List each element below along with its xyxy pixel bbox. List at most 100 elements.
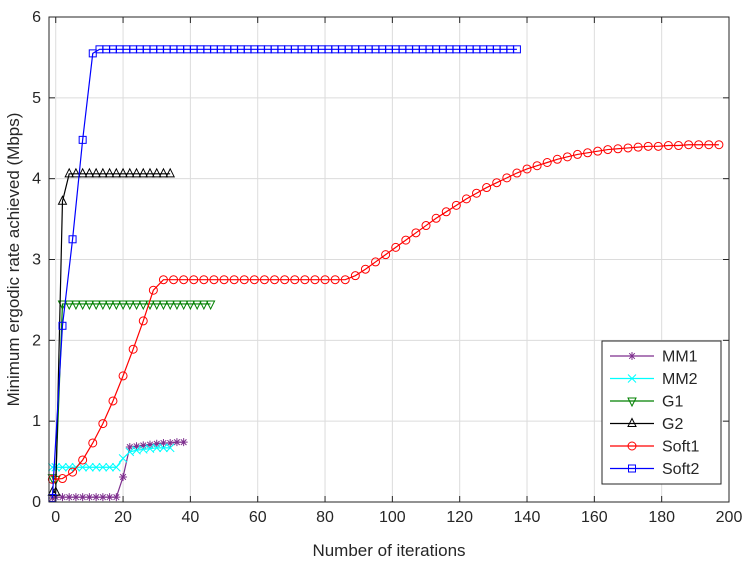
data-point-g1 bbox=[199, 300, 209, 311]
x-tick-label: 160 bbox=[581, 509, 608, 526]
data-point-soft1 bbox=[623, 143, 633, 153]
legend-marker-g1 bbox=[627, 397, 637, 408]
data-point-soft1 bbox=[118, 371, 128, 381]
legend-label-mm2: MM2 bbox=[662, 371, 698, 388]
series-mm1 bbox=[48, 438, 188, 502]
data-point-mm1 bbox=[71, 493, 80, 502]
data-point-mm1 bbox=[58, 493, 67, 502]
legend-box bbox=[601, 340, 722, 485]
data-point-g1 bbox=[151, 300, 162, 311]
data-point-soft1 bbox=[330, 275, 340, 285]
data-point-soft1 bbox=[249, 275, 259, 285]
series-g2 bbox=[47, 167, 175, 496]
data-point-mm2 bbox=[111, 462, 121, 472]
data-point-soft1 bbox=[199, 275, 209, 285]
data-point-soft1 bbox=[583, 148, 593, 158]
data-point-g2 bbox=[64, 167, 75, 178]
data-point-g1 bbox=[138, 300, 149, 311]
data-point-g1 bbox=[118, 300, 128, 311]
data-point-mm1 bbox=[125, 443, 134, 452]
x-tick-label: 80 bbox=[316, 509, 334, 526]
data-point-soft1 bbox=[219, 275, 229, 285]
y-tick-label: 1 bbox=[32, 413, 41, 430]
legend-label-mm1: MM1 bbox=[662, 349, 698, 366]
data-point-soft1 bbox=[441, 207, 451, 217]
data-point-soft1 bbox=[128, 344, 138, 354]
data-point-soft1 bbox=[360, 264, 370, 274]
data-point-soft1 bbox=[512, 168, 522, 178]
data-point-mm1 bbox=[119, 472, 128, 481]
data-point-mm1 bbox=[65, 493, 74, 502]
data-point-soft1 bbox=[290, 275, 300, 285]
data-point-g2 bbox=[98, 167, 108, 178]
data-point-g2 bbox=[91, 167, 101, 178]
axis-ticks: 0 20 40 60 80 100 120 140 160 180 200 0 1 2 3 4 5 6 bbox=[32, 9, 742, 526]
data-point-g2 bbox=[158, 167, 169, 178]
legend-item-soft2: Soft2 bbox=[610, 461, 699, 478]
data-point-soft2 bbox=[88, 49, 97, 58]
x-tick-label: 180 bbox=[648, 509, 675, 526]
data-point-soft2 bbox=[512, 45, 521, 54]
y-tick-label: 6 bbox=[32, 9, 41, 26]
data-point-mm1 bbox=[139, 441, 148, 450]
data-point-soft1 bbox=[108, 396, 118, 406]
series-layer bbox=[47, 45, 724, 502]
x-tick-label: 140 bbox=[514, 509, 541, 526]
data-point-soft1 bbox=[643, 141, 653, 151]
x-tick-label: 20 bbox=[114, 509, 132, 526]
legend-marker-g2 bbox=[627, 417, 637, 427]
data-point-g2 bbox=[138, 167, 149, 178]
series-line-g1 bbox=[52, 303, 211, 481]
data-point-soft1 bbox=[663, 141, 673, 151]
data-point-soft1 bbox=[653, 141, 663, 151]
data-point-g2 bbox=[118, 167, 128, 178]
legend-label-soft1: Soft1 bbox=[662, 439, 699, 456]
data-point-soft1 bbox=[229, 275, 239, 285]
data-point-soft1 bbox=[179, 275, 189, 285]
legend-marker-soft2 bbox=[628, 464, 636, 473]
data-point-mm2 bbox=[78, 462, 88, 472]
data-point-soft1 bbox=[461, 194, 471, 204]
data-point-soft1 bbox=[684, 140, 694, 150]
series-line-soft1 bbox=[52, 144, 719, 480]
data-point-soft1 bbox=[209, 275, 219, 285]
legend-label-soft2: Soft2 bbox=[662, 461, 699, 478]
data-point-mm1 bbox=[145, 440, 154, 449]
data-point-soft1 bbox=[694, 140, 704, 150]
x-tick-label: 60 bbox=[249, 509, 267, 526]
series-line-g2 bbox=[52, 173, 171, 493]
data-point-g2 bbox=[165, 167, 175, 178]
data-point-g1 bbox=[111, 300, 122, 311]
data-point-soft1 bbox=[492, 178, 502, 188]
series-mm2 bbox=[48, 443, 175, 472]
data-point-g2 bbox=[124, 167, 135, 178]
data-point-soft2 bbox=[78, 135, 87, 144]
data-point-g2 bbox=[131, 167, 142, 178]
data-point-soft1 bbox=[259, 275, 269, 285]
data-point-g2 bbox=[111, 167, 122, 178]
data-point-soft1 bbox=[310, 275, 320, 285]
data-point-mm2 bbox=[165, 443, 175, 453]
data-point-mm2 bbox=[159, 443, 168, 453]
data-point-g1 bbox=[178, 300, 189, 311]
legend-label-g1: G1 bbox=[662, 394, 683, 411]
data-point-soft1 bbox=[593, 146, 603, 156]
data-point-soft1 bbox=[340, 275, 350, 285]
x-axis-label: Number of iterations bbox=[312, 541, 465, 560]
legend-item-g2: G2 bbox=[610, 416, 683, 433]
x-tick-label: 40 bbox=[181, 509, 199, 526]
data-point-mm1 bbox=[159, 438, 168, 447]
data-point-soft1 bbox=[350, 271, 360, 281]
y-tick-label: 3 bbox=[32, 252, 41, 269]
data-point-soft1 bbox=[542, 158, 552, 167]
x-tick-label: 120 bbox=[446, 509, 473, 526]
data-point-mm1 bbox=[112, 493, 121, 502]
legend-item-mm2: MM2 bbox=[610, 371, 698, 388]
data-point-soft1 bbox=[98, 419, 108, 429]
y-tick-label: 5 bbox=[32, 90, 41, 107]
data-point-g1 bbox=[172, 300, 182, 311]
data-point-mm2 bbox=[125, 447, 135, 457]
data-point-mm1 bbox=[78, 493, 87, 502]
data-point-mm2 bbox=[105, 462, 114, 472]
y-tick-label: 4 bbox=[32, 171, 41, 188]
